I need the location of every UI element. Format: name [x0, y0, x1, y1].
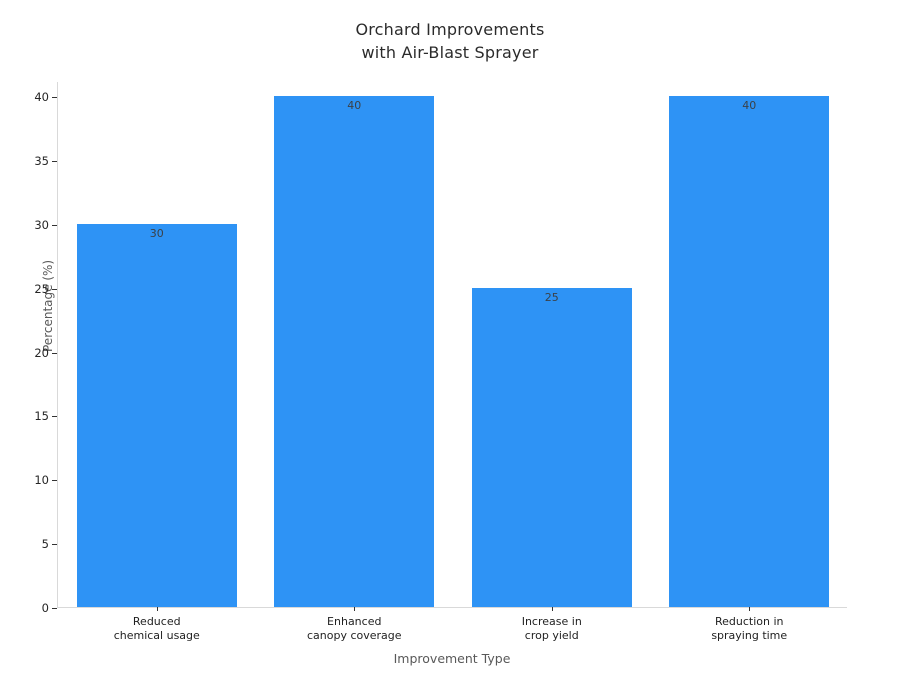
y-tick-label: 5: [41, 537, 49, 552]
x-tick-label: Reduction in spraying time: [711, 615, 788, 642]
y-tick-label: 30: [34, 217, 49, 232]
chart-title: Orchard Improvements with Air-Blast Spra…: [355, 20, 545, 62]
y-tick-label: 40: [34, 90, 49, 105]
bar-4: 40: [669, 96, 830, 607]
x-tick-mark: [354, 607, 356, 611]
plot-area: 0 5 10 15 20 25 30 35 40 30 40 25 40 Reduced chemic…: [34, 82, 847, 642]
y-tick-mark: [52, 288, 57, 290]
y-tick-label: 20: [34, 345, 49, 360]
bar-value-label: 40: [347, 99, 362, 113]
bar-value-label: 40: [742, 99, 757, 113]
x-axis-title: Improvement Type: [393, 651, 511, 666]
y-tick-label: 0: [41, 601, 49, 615]
bar-2: 40: [274, 96, 435, 607]
x-tick-mark: [156, 607, 158, 611]
bar-value-label: 30: [149, 227, 164, 240]
bar-value-label: 25: [544, 290, 559, 304]
y-tick-label: 35: [34, 154, 49, 169]
x-tick-mark: [749, 607, 751, 611]
y-tick-mark: [52, 544, 57, 546]
y-axis-title: Percentage (%): [41, 259, 56, 352]
y-tick-mark: [52, 608, 57, 609]
y-tick-mark: [52, 224, 57, 226]
y-tick-label: 15: [34, 409, 49, 424]
x-tick-label: Enhanced canopy coverage: [306, 615, 402, 642]
x-tick-label: Increase in crop yield: [521, 615, 582, 642]
y-tick-label: 25: [34, 281, 49, 296]
x-tick-mark: [551, 607, 553, 611]
y-tick-label: 10: [34, 473, 49, 488]
y-tick-mark: [52, 352, 57, 354]
y-tick-mark: [52, 480, 57, 482]
y-tick-mark: [52, 161, 57, 163]
x-tick-label: Reduced chemical usage: [113, 615, 200, 642]
y-tick-mark: [52, 97, 57, 99]
bar-1: 30: [76, 224, 237, 607]
y-tick-mark: [52, 416, 57, 418]
bar-3: 25: [471, 287, 632, 607]
